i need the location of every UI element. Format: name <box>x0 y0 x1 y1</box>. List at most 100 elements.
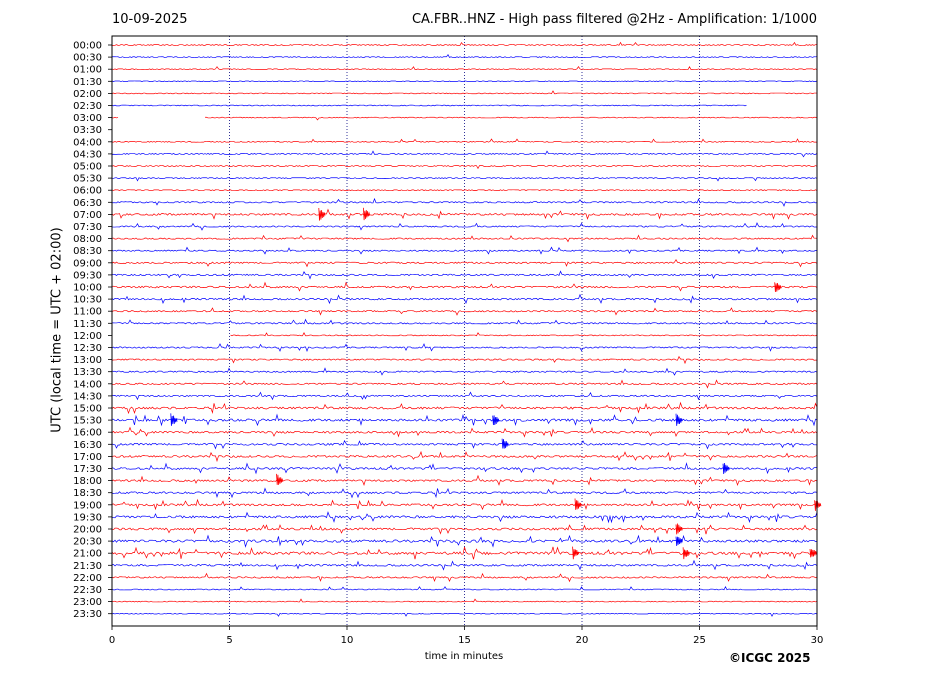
y-tick-label: 18:30 <box>73 488 102 499</box>
y-tick-label: 10:30 <box>73 295 102 306</box>
trace-row <box>111 355 818 365</box>
event-spike <box>722 462 730 475</box>
trace-row <box>111 189 818 192</box>
y-tick-label: 17:00 <box>73 452 102 463</box>
y-tick-label: 13:00 <box>73 355 102 366</box>
trace-row <box>111 165 818 170</box>
y-tick-label: 11:00 <box>73 307 102 318</box>
y-tick-label: 06:00 <box>73 186 102 197</box>
trace-line <box>111 54 818 58</box>
trace-row <box>111 391 818 401</box>
event-spike <box>501 438 509 449</box>
y-tick-label: 19:30 <box>73 512 102 523</box>
trace-line <box>111 391 818 401</box>
trace-line <box>111 379 818 389</box>
trace-line <box>111 80 818 83</box>
y-tick-label: 20:00 <box>73 525 102 536</box>
trace-line <box>111 367 818 376</box>
trace-line <box>111 165 818 170</box>
x-axis-label: time in minutes <box>424 651 504 662</box>
trace-row <box>111 439 818 450</box>
y-tick-label: 12:30 <box>73 343 102 354</box>
y-tick-label: 20:30 <box>73 537 102 548</box>
trace-row <box>111 343 818 352</box>
y-tick-label: 18:00 <box>73 476 102 487</box>
trace-line <box>111 474 818 487</box>
y-tick-label: 12:00 <box>73 331 102 342</box>
trace-line <box>111 559 818 571</box>
copyright-label: ©ICGC 2025 <box>729 651 811 665</box>
trace-row <box>111 104 747 107</box>
trace-row <box>111 41 818 46</box>
trace-row <box>111 379 818 389</box>
y-tick-label: 10:00 <box>73 283 102 294</box>
trace-row <box>111 66 818 70</box>
y-tick-label: 13:30 <box>73 367 102 378</box>
trace-line <box>111 426 818 438</box>
y-tick-label: 22:30 <box>73 585 102 596</box>
trace-line <box>111 246 818 255</box>
y-tick-label: 00:30 <box>73 53 102 64</box>
y-tick-label: 19:00 <box>73 500 102 511</box>
trace-line <box>111 281 818 292</box>
event-spike <box>675 523 683 535</box>
trace-line <box>111 487 818 499</box>
y-tick-label: 23:00 <box>73 597 102 608</box>
trace-row <box>111 401 818 415</box>
y-tick-label: 21:30 <box>73 561 102 572</box>
trace-row <box>111 498 818 511</box>
trace-row <box>230 332 818 337</box>
y-tick-label: 14:30 <box>73 391 102 402</box>
trace-row <box>111 197 818 207</box>
event-spike <box>574 498 582 510</box>
trace-row <box>111 413 818 427</box>
trace-row <box>111 270 818 280</box>
trace-row <box>111 612 818 617</box>
event-spike <box>675 413 683 426</box>
trace-row <box>111 80 818 83</box>
trace-row <box>111 208 818 220</box>
event-spike <box>682 547 690 560</box>
y-tick-label: 00:00 <box>73 41 102 52</box>
trace-line <box>111 318 818 325</box>
axes: 00:0000:3001:0001:3002:0002:3003:0003:30… <box>73 35 823 646</box>
seismic-traces <box>111 41 822 617</box>
y-tick-label: 02:30 <box>73 101 102 112</box>
event-spike <box>492 415 500 426</box>
y-tick-label: 17:30 <box>73 464 102 475</box>
trace-line <box>111 90 818 95</box>
trace-line <box>111 612 818 617</box>
grid-lines <box>229 36 700 626</box>
trace-line <box>111 66 818 70</box>
x-tick-label: 5 <box>226 635 232 646</box>
trace-row <box>111 90 818 95</box>
x-tick-label: 10 <box>341 635 354 646</box>
chart-title: CA.FBR..HNZ - High pass filtered @2Hz - … <box>411 12 817 27</box>
trace-line <box>111 259 818 268</box>
event-spike <box>276 473 284 485</box>
trace-row <box>111 150 818 158</box>
trace-row <box>111 487 818 499</box>
x-tick-label: 20 <box>576 635 589 646</box>
y-tick-label: 07:00 <box>73 210 102 221</box>
y-tick-label: 11:30 <box>73 319 102 330</box>
trace-line <box>111 116 818 121</box>
trace-row <box>111 234 818 243</box>
y-tick-label: 16:30 <box>73 440 102 451</box>
y-tick-label: 15:30 <box>73 416 102 427</box>
trace-line <box>111 450 818 463</box>
trace-row <box>111 534 818 548</box>
y-tick-label: 09:00 <box>73 258 102 269</box>
trace-line <box>111 546 818 560</box>
trace-row <box>111 116 818 121</box>
x-tick-label: 0 <box>109 635 115 646</box>
trace-line <box>111 222 818 231</box>
y-axis-label: UTC (local time = UTC + 02:00) <box>49 227 65 433</box>
trace-line <box>111 208 818 220</box>
y-tick-label: 15:00 <box>73 404 102 415</box>
trace-row <box>111 474 818 487</box>
y-tick-label: 23:30 <box>73 609 102 620</box>
event-spike <box>675 536 683 547</box>
trace-row <box>111 246 818 255</box>
